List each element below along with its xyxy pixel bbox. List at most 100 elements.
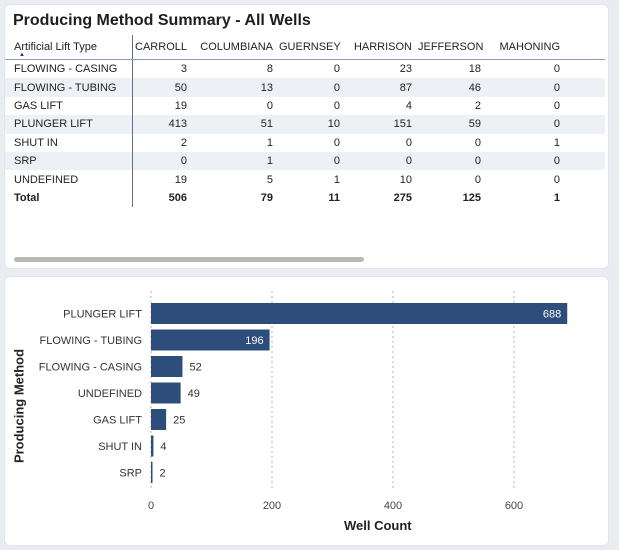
- data-label: 4: [160, 441, 166, 453]
- row-label: Total: [5, 188, 133, 208]
- category-label: UNDEFINED: [78, 388, 142, 400]
- category-label: SRP: [119, 468, 142, 480]
- table-cell: 59: [418, 115, 487, 134]
- x-tick-label: 200: [263, 500, 281, 512]
- table-cell: 10: [279, 115, 346, 134]
- table-cell: 0: [553, 63, 560, 76]
- table-cell: [566, 97, 605, 115]
- table-cell: 0: [279, 78, 346, 97]
- data-label: 688: [543, 309, 561, 321]
- column-header-star[interactable]: STAR: [566, 35, 605, 60]
- table-cell: 2: [474, 99, 481, 112]
- row-label: GAS LIFT: [5, 96, 133, 116]
- table-cell: 1: [553, 191, 560, 204]
- category-label: FLOWING - CASING: [39, 362, 142, 374]
- table-cell: 506: [168, 191, 187, 204]
- table-cell: 0: [474, 173, 481, 186]
- column-header-artificial-lift-type[interactable]: Artificial Lift Type ▲: [5, 35, 133, 60]
- category-label: GAS LIFT: [93, 415, 142, 427]
- table-cell: 79: [260, 191, 273, 204]
- column-header-guernsey[interactable]: GUERNSEY: [279, 35, 346, 60]
- x-axis-title: Well Count: [344, 518, 412, 533]
- data-label: 2: [160, 468, 166, 480]
- data-label: 25: [173, 415, 185, 427]
- table-row[interactable]: FLOWING - TUBING 50 13 0 87 46 0: [5, 78, 605, 97]
- x-tick-label: 600: [505, 500, 523, 512]
- table-row[interactable]: UNDEFINED 19 5 1 10 0 0: [5, 170, 605, 189]
- bar: [151, 409, 167, 430]
- table-cell: 0: [553, 173, 560, 186]
- table-cell: 125: [462, 191, 481, 204]
- table-cell: 0: [487, 78, 566, 97]
- table-cell: 0: [266, 99, 273, 112]
- table-cell: 10: [399, 173, 412, 186]
- table-cell: 0: [279, 151, 346, 171]
- data-label: 49: [188, 388, 200, 400]
- table-cell: 19: [174, 173, 187, 186]
- table-cell: 19: [174, 99, 187, 112]
- table-cell: [566, 60, 605, 79]
- row-label: FLOWING - CASING: [5, 59, 133, 79]
- column-header-label: Artificial Lift Type: [14, 41, 97, 53]
- table-cell: 11: [328, 191, 340, 204]
- table-cell: 0: [487, 115, 566, 134]
- table-cell: 0: [474, 136, 481, 149]
- table-cell: 13: [193, 78, 279, 97]
- table-cell: 1: [193, 151, 279, 171]
- table-title: Producing Method Summary - All Wells: [13, 12, 311, 29]
- category-label: SHUT IN: [98, 441, 142, 453]
- total-row[interactable]: Total 506 79 11 275 125 1: [5, 188, 605, 208]
- column-header-harrison[interactable]: HARRISON: [346, 35, 418, 60]
- category-label: FLOWING - TUBING: [40, 335, 142, 347]
- table-cell: 18: [468, 63, 481, 76]
- column-header-columbiana[interactable]: COLUMBIANA: [193, 35, 279, 60]
- table-cell: [566, 189, 605, 207]
- table-cell: 413: [132, 115, 193, 134]
- bar: [151, 382, 181, 404]
- table-cell: 4: [405, 99, 412, 112]
- table-cell: 50: [132, 78, 193, 97]
- table-cell: 1: [266, 136, 273, 149]
- row-label: UNDEFINED: [5, 170, 133, 189]
- table-viewport[interactable]: Artificial Lift Type ▲ CARROLL COLUMBIANA…: [5, 35, 605, 225]
- table-cell: 275: [393, 191, 412, 204]
- bar: [151, 462, 153, 483]
- data-label: 196: [245, 335, 263, 347]
- bar: [151, 435, 154, 457]
- bar-chart: 0 200 400 600 PLUNGER LIFT 688 FLOWING - TUBIN…: [39, 291, 568, 533]
- table-row[interactable]: SHUT IN 2 1 0 0 0 1: [5, 133, 605, 152]
- table-cell: 0: [553, 99, 560, 112]
- horizontal-scrollbar[interactable]: [14, 257, 364, 262]
- column-header-jefferson[interactable]: JEFFERSON: [418, 35, 487, 60]
- table-cell: 5: [266, 173, 273, 186]
- table-cell: 8: [266, 63, 273, 76]
- bar: [151, 356, 183, 377]
- table-cell: 1: [553, 136, 560, 149]
- x-tick-label: 400: [384, 500, 402, 512]
- table-row[interactable]: GAS LIFT 19 0 0 4 2 0: [5, 96, 605, 116]
- table-row[interactable]: PLUNGER LIFT 413 51 10 151 59 0: [5, 115, 605, 134]
- table-cell: 0: [418, 151, 487, 171]
- table-cell: 51: [193, 115, 279, 134]
- table-cell: 0: [405, 136, 412, 149]
- table-row[interactable]: FLOWING - CASING 3 8 0 23 18 0: [5, 59, 605, 79]
- table-cell: 0: [132, 151, 193, 171]
- table-cell: 46: [418, 78, 487, 97]
- summary-table: Artificial Lift Type ▲ CARROLL COLUMBIANA…: [5, 35, 605, 208]
- table-cell: 0: [487, 151, 566, 171]
- table-cell: [566, 170, 605, 188]
- table-cell: 0: [333, 136, 340, 149]
- table-cell: 0: [346, 151, 418, 171]
- table-row[interactable]: SRP 0 1 0 0 0 0: [5, 151, 605, 171]
- sort-ascending-icon: ▲: [19, 52, 25, 58]
- table-cell: [566, 115, 605, 134]
- bar: [151, 303, 568, 324]
- column-header-carroll[interactable]: CARROLL: [132, 35, 193, 60]
- table-cell: 2: [180, 136, 187, 149]
- table-cell: 0: [333, 63, 340, 76]
- column-header-mahoning[interactable]: MAHONING: [487, 35, 566, 60]
- table-cell: 3: [180, 63, 187, 76]
- table-cell: 0: [333, 99, 340, 112]
- summary-table-card: Producing Method Summary - All Wells Art…: [4, 4, 609, 269]
- table-cell: [566, 78, 605, 97]
